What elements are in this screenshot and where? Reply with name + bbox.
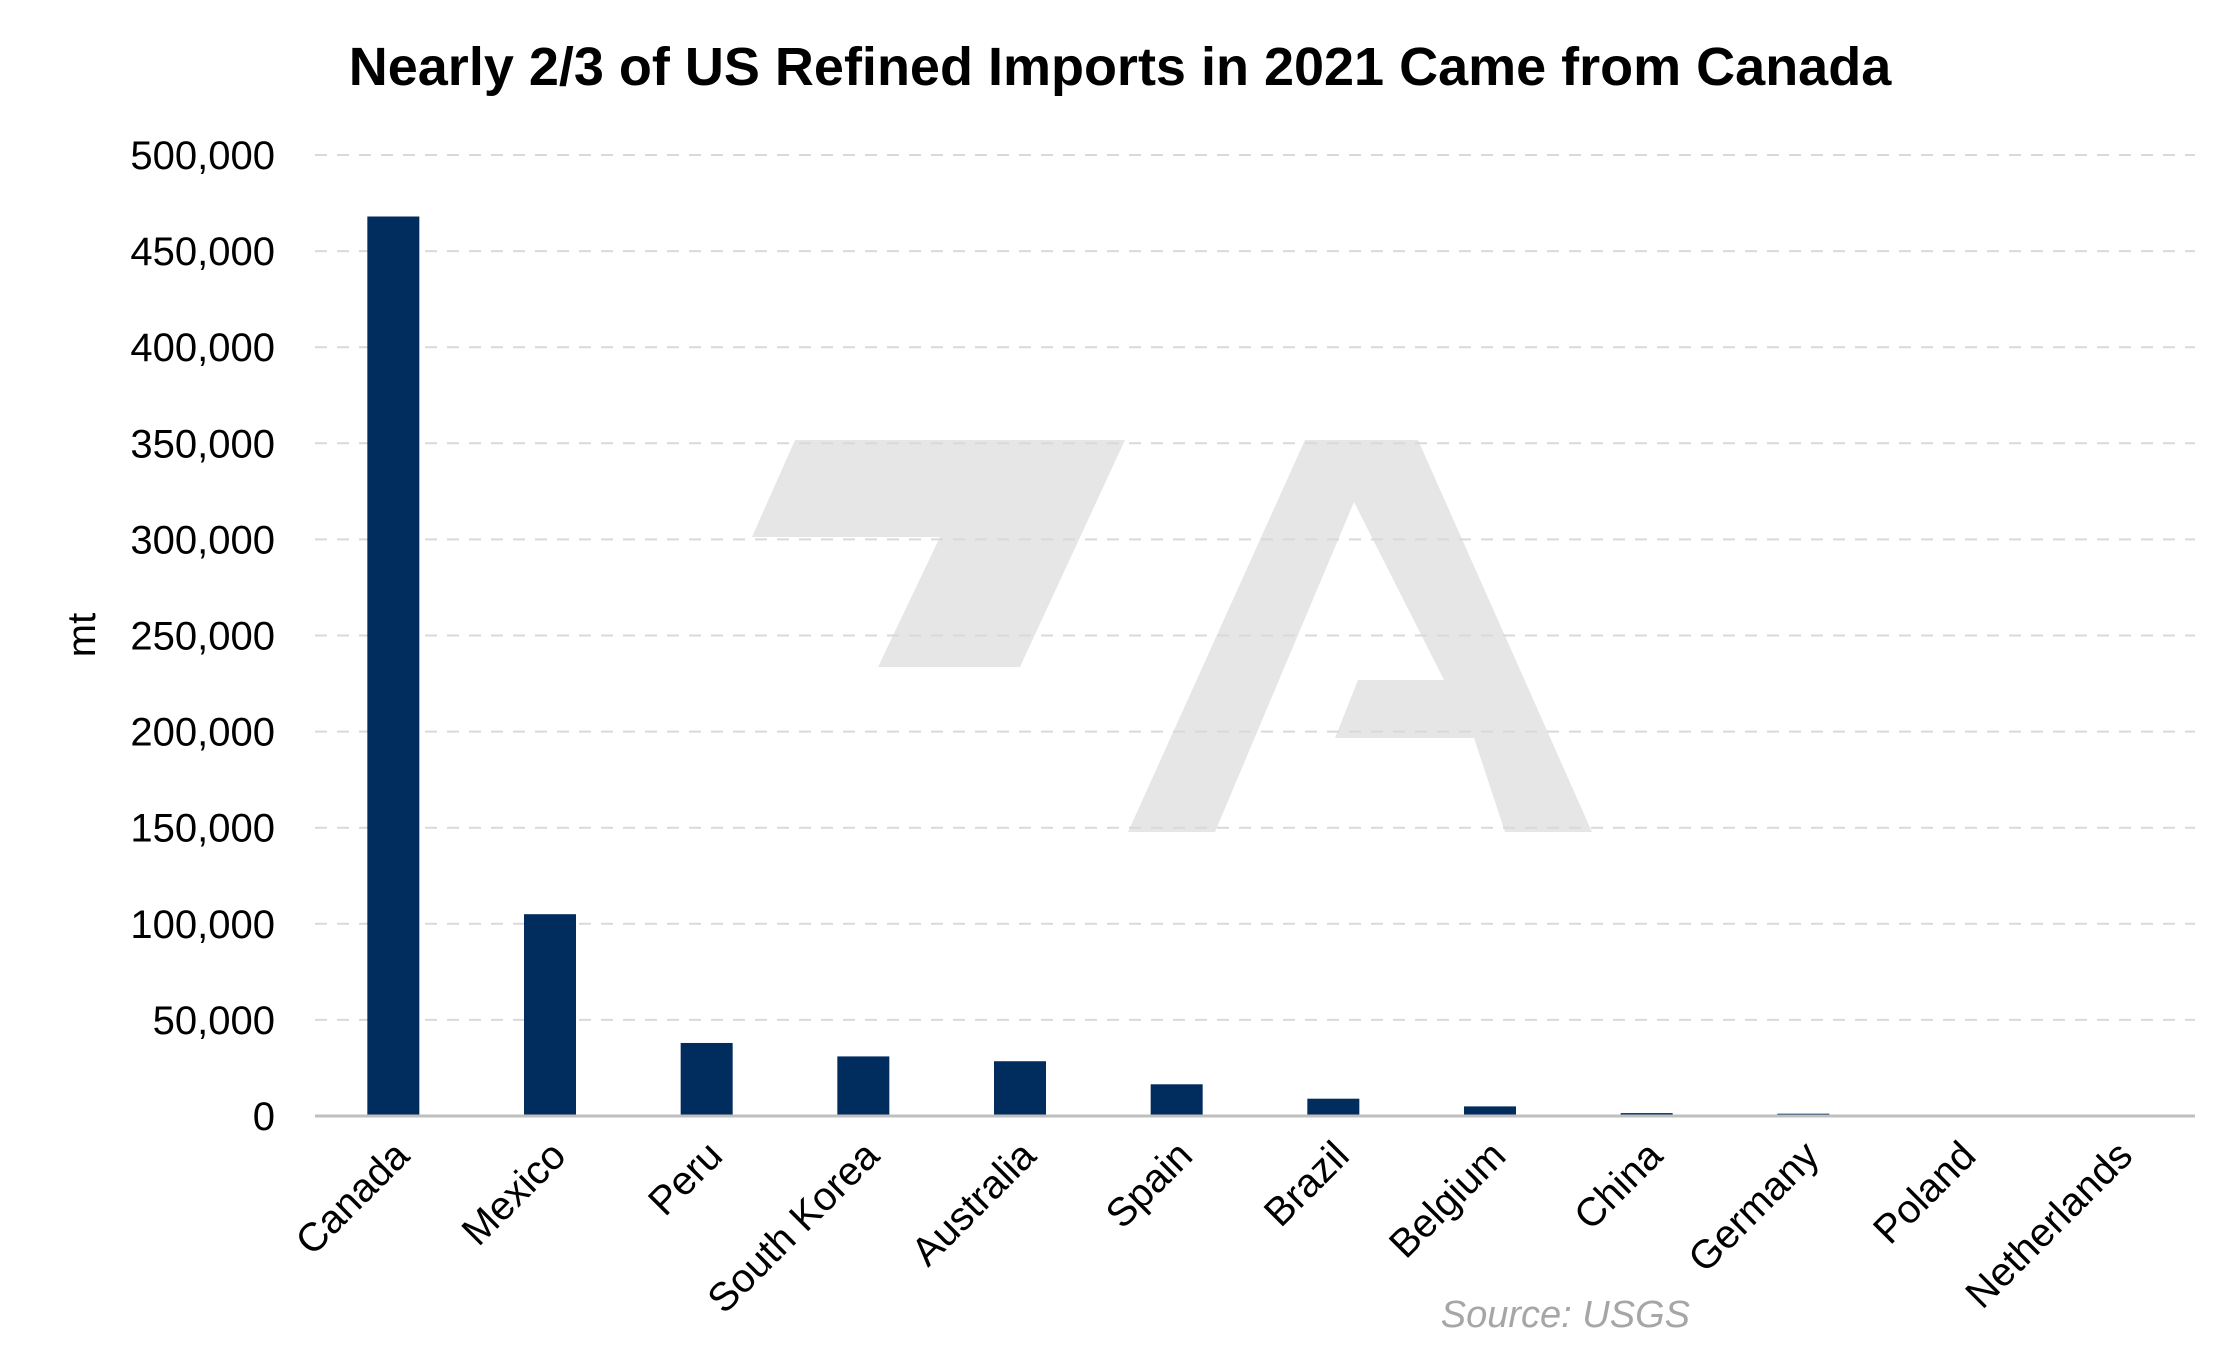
bar-canada xyxy=(367,216,420,1116)
chart-title: Nearly 2/3 of US Refined Imports in 2021… xyxy=(349,37,1892,97)
gridlines xyxy=(315,154,2195,1021)
y-axis-ticks: 0 50,000 100,000 150,000 200,000 250,000 300,0… xyxy=(130,134,275,1139)
y-tick-label: 300,000 xyxy=(130,518,275,562)
y-tick-label: 250,000 xyxy=(130,615,275,659)
bar-mexico xyxy=(524,914,576,1116)
x-tick-label: Germany xyxy=(1680,1133,1827,1280)
x-tick-label: Brazil xyxy=(1256,1133,1358,1235)
bar-south-korea xyxy=(837,1056,890,1116)
bar-brazil xyxy=(1307,1098,1360,1116)
x-tick-label: Poland xyxy=(1865,1133,1984,1252)
y-tick-label: 500,000 xyxy=(130,134,275,178)
x-tick-label: Netherlands xyxy=(1957,1133,2141,1317)
y-tick-label: 350,000 xyxy=(130,422,275,466)
y-tick-label: 50,000 xyxy=(153,999,275,1043)
bars xyxy=(367,216,2143,1117)
x-tick-label: Spain xyxy=(1098,1133,1201,1236)
bar-belgium xyxy=(1464,1106,1516,1116)
y-tick-label: 100,000 xyxy=(130,903,275,947)
y-tick-label: 400,000 xyxy=(130,326,275,370)
x-tick-label: Peru xyxy=(640,1133,731,1224)
x-tick-label: Mexico xyxy=(454,1133,575,1254)
x-tick-label: Australia xyxy=(903,1133,1045,1275)
x-tick-label: Canada xyxy=(288,1133,419,1264)
y-axis-label: mt xyxy=(60,613,104,657)
source-note: Source: USGS xyxy=(1441,1294,1690,1336)
x-tick-label: China xyxy=(1566,1133,1672,1239)
y-tick-label: 150,000 xyxy=(130,807,275,851)
bar-spain xyxy=(1150,1084,1203,1116)
bar-peru xyxy=(680,1042,733,1116)
y-tick-label: 200,000 xyxy=(130,711,275,755)
bar-australia xyxy=(994,1061,1046,1116)
watermark-logo xyxy=(752,440,1592,832)
x-tick-label: Belgium xyxy=(1381,1133,1514,1266)
y-tick-label: 0 xyxy=(253,1095,275,1139)
y-tick-label: 450,000 xyxy=(130,230,275,274)
